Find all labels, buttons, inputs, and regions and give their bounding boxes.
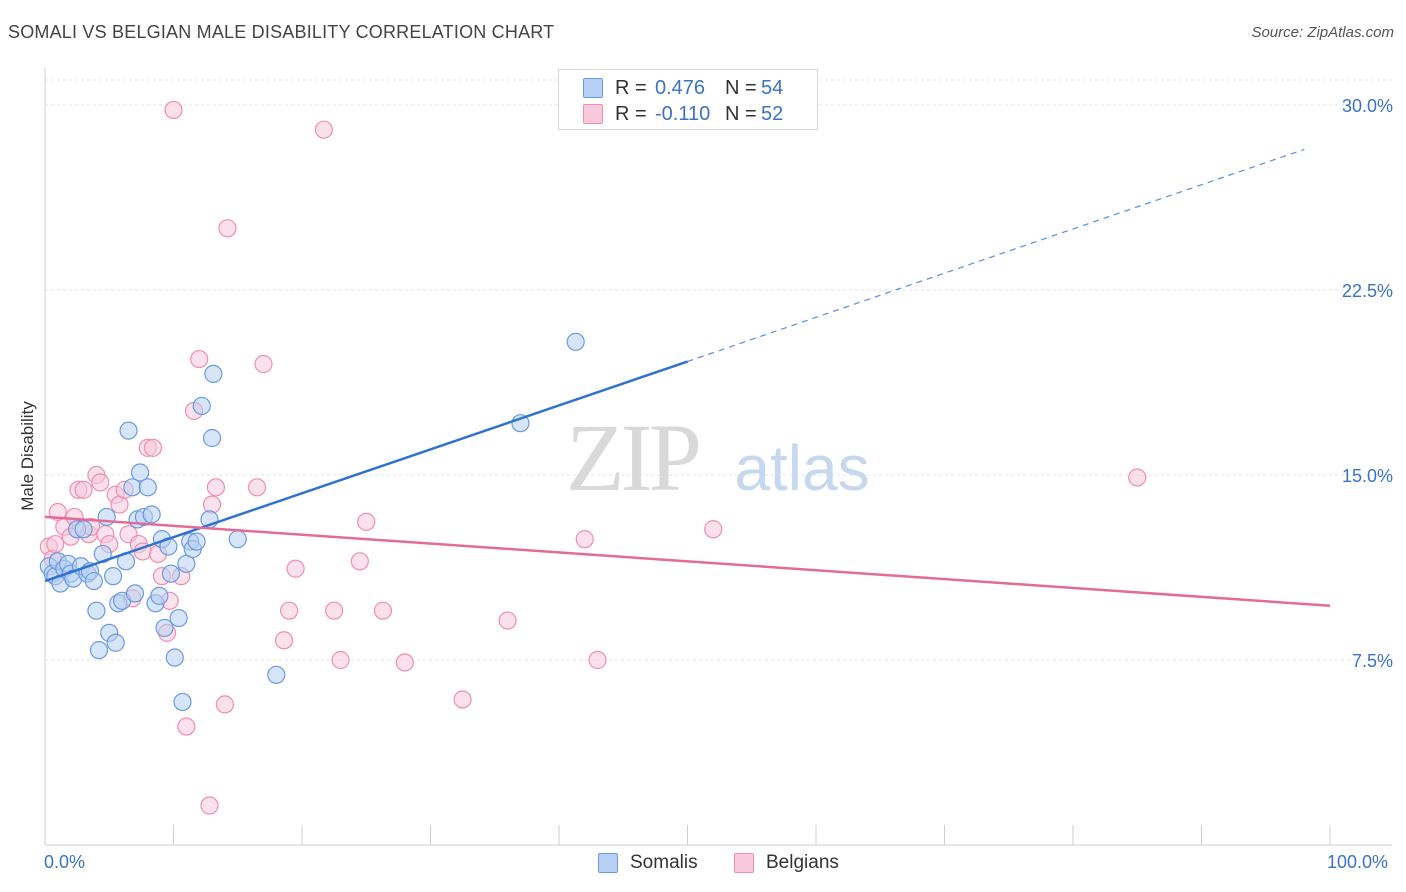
n-label: N = [725, 76, 757, 99]
somali-point [566, 332, 585, 351]
somali-point [106, 633, 125, 652]
belgian-point [74, 480, 93, 499]
belgian-point [202, 495, 222, 514]
y-axis-label: Male Disability [18, 401, 37, 511]
somali-point [155, 618, 174, 638]
somalis-trend-line [44, 360, 688, 583]
somali-point [104, 567, 123, 586]
belgian-point [575, 530, 594, 549]
r-value-somalis: 0.476 [655, 76, 706, 99]
legend-row-belgians: R = -0.110 N = 52 [583, 101, 783, 127]
x-min-label: 0.0% [44, 852, 86, 872]
legend-row-somalis: R = 0.476 N = 54 [583, 75, 783, 101]
y-tick-label: 15.0% [1342, 466, 1393, 486]
belgian-point [215, 695, 234, 714]
belgian-point [274, 631, 294, 650]
belgian-point [280, 601, 299, 620]
somali-point [204, 364, 223, 383]
belgian-point [588, 650, 607, 670]
x-max-label: 100.0% [1327, 852, 1389, 872]
belgians-legend-swatch [734, 853, 754, 873]
belgian-point [453, 690, 472, 709]
belgian-point [286, 559, 305, 578]
y-tick-labels: 7.5% 15.0% 22.5% 30.0% [1342, 96, 1393, 671]
belgian-point [314, 120, 333, 139]
somali-point [74, 520, 93, 539]
chart-title: SOMALI VS BELGIAN MALE DISABILITY CORREL… [8, 22, 555, 42]
belgian-point [218, 219, 237, 238]
n-label: N = [725, 102, 757, 125]
belgian-point [704, 520, 723, 539]
y-tick-label: 22.5% [1342, 281, 1393, 301]
belgian-point [143, 438, 163, 457]
belgians-swatch [583, 104, 603, 124]
belgian-point [206, 478, 226, 497]
somali-point [267, 665, 286, 684]
belgian-point [177, 717, 196, 736]
watermark: ZIP atlas [566, 404, 870, 511]
somali-point [125, 584, 145, 603]
belgians-trend-line [44, 515, 1331, 607]
y-tick-label: 30.0% [1342, 96, 1393, 116]
somali-point [161, 564, 181, 583]
belgian-point [395, 653, 414, 672]
belgian-point [190, 349, 209, 369]
correlation-legend: R = 0.476 N = 54 R = -0.110 N = 52 [558, 69, 818, 130]
somali-point [142, 505, 161, 524]
somali-point [228, 530, 247, 549]
belgian-point [200, 796, 219, 815]
belgian-point [373, 601, 393, 620]
r-label: R = [615, 76, 647, 99]
y-tick-label: 7.5% [1352, 651, 1393, 671]
belgian-point [1128, 468, 1147, 487]
source-label: Source: ZipAtlas.com [1251, 24, 1394, 41]
somali-point [87, 601, 106, 620]
belgians-legend-label: Belgians [766, 852, 839, 873]
somalis-trend-extension [687, 148, 1305, 363]
somali-point [169, 608, 188, 628]
grid-lines [45, 79, 1392, 661]
somali-point [173, 692, 192, 712]
r-value-belgians: -0.110 [655, 102, 711, 125]
watermark-zip: ZIP [566, 404, 699, 511]
somalis-legend-label: Somalis [630, 852, 698, 873]
somali-point [119, 421, 138, 440]
belgian-point [331, 650, 350, 670]
somali-point [150, 586, 169, 605]
legend-item-belgians[interactable]: Belgians [734, 852, 839, 874]
belgian-point [498, 611, 517, 630]
somali-point [97, 507, 116, 527]
belgian-point [91, 473, 110, 492]
axes [44, 68, 1392, 846]
somali-point [89, 641, 109, 660]
somali-point [130, 463, 150, 482]
somali-point [138, 478, 157, 497]
belgian-point [350, 552, 369, 571]
belgians-points [39, 100, 1147, 815]
belgian-point [164, 100, 183, 120]
trend-lines [44, 148, 1331, 607]
somalis-swatch [583, 78, 603, 98]
somali-point [202, 428, 222, 448]
somali-point [84, 571, 103, 591]
belgian-point [357, 512, 376, 531]
somali-point [187, 532, 206, 551]
series-legend: Somalis Belgians [0, 852, 1406, 878]
somali-point [192, 396, 211, 416]
somali-point [165, 648, 184, 667]
n-value-belgians: 52 [761, 102, 784, 125]
n-value-somalis: 54 [761, 76, 784, 99]
r-label: R = [615, 102, 647, 125]
legend-item-somalis[interactable]: Somalis [598, 852, 698, 874]
belgian-point [254, 354, 273, 374]
belgian-point [325, 601, 344, 620]
somalis-legend-swatch [598, 853, 618, 873]
watermark-atlas: atlas [734, 432, 869, 504]
belgian-point [247, 478, 267, 497]
belgian-point [46, 534, 65, 554]
